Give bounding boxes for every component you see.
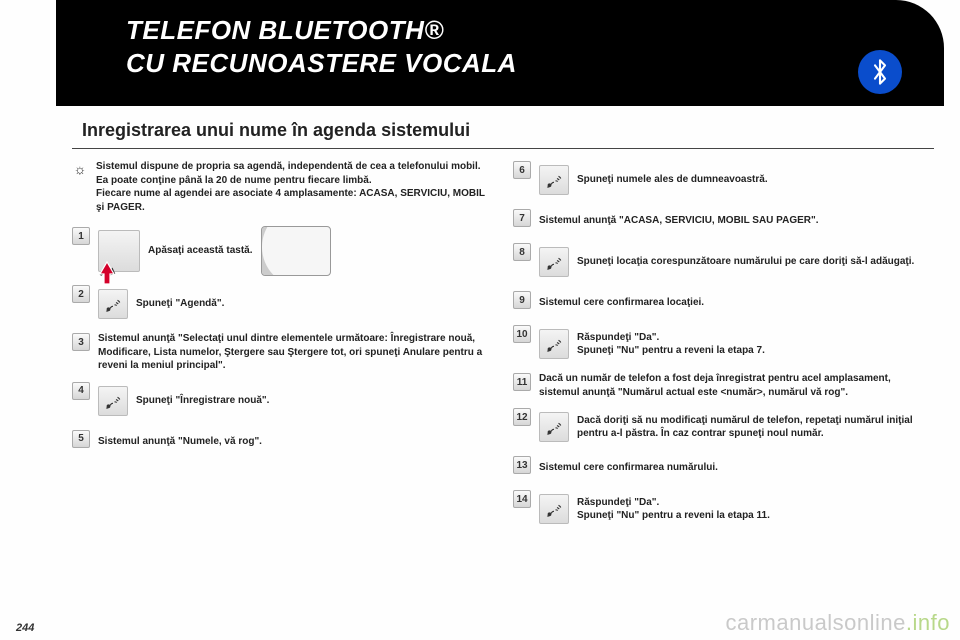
intro-line-3: Fiecare nume al agendei are asociate 4 a… [96,187,493,214]
step-text: Spuneţi numele ales de dumneavoastră. [577,173,768,187]
step-text: Sistemul anunţă "Selectaţi unul dintre e… [98,332,493,373]
step-number: 5 [72,430,90,448]
step-6: 6 Spuneţi numele ales de dumneavoastră. [513,160,934,200]
step-number: 6 [513,161,531,179]
step-body: Dacă un număr de telefon a fost deja înr… [539,372,934,399]
step-number: 2 [72,285,90,303]
step-7: 7 Sistemul anunţă "ACASA, SERVICIU, MOBI… [513,208,934,234]
step-9: 9 Sistemul cere confirmarea locaţiei. [513,290,934,316]
step-body: Apăsaţi această tastă. [98,226,493,276]
intro-block: ☼ Sistemul dispune de propria sa agendă,… [72,160,493,214]
page-number: 244 [16,622,34,634]
step-text: Sistemul anunţă "Numele, vă rog". [98,435,262,449]
step-body: Sistemul anunţă "ACASA, SERVICIU, MOBIL … [539,208,934,234]
step-2: 2 Spuneţi "Agendă". [72,284,493,324]
voice-icon [539,165,569,195]
step-body: Sistemul cere confirmarea locaţiei. [539,290,934,316]
step-body: Spuneţi numele ales de dumneavoastră. [539,160,934,200]
intro-text: Sistemul dispune de propria sa agendă, i… [96,160,493,214]
press-icon-wrap [98,230,140,272]
step-10: 10 Răspundeţi "Da". Spuneţi "Nu" pentru … [513,324,934,364]
step-text: Sistemul cere confirmarea numărului. [539,461,718,475]
step-14: 14 Răspundeţi "Da". Spuneţi "Nu" pentru … [513,489,934,529]
right-column: 6 Spuneţi numele ales de dumneavoastră. … [513,160,934,620]
step-body: Răspundeţi "Da". Spuneţi "Nu" pentru a r… [539,324,934,364]
step-text: Răspundeţi "Da". Spuneţi "Nu" pentru a r… [577,331,765,358]
step-text: Sistemul anunţă "ACASA, SERVICIU, MOBIL … [539,214,819,228]
watermark-a: carmanualsonline [725,610,905,635]
left-column: ☼ Sistemul dispune de propria sa agendă,… [72,160,493,620]
step-text: Spuneţi locaţia corespunzătoare numărulu… [577,255,914,269]
voice-icon [98,386,128,416]
lightbulb-icon: ☼ [72,160,88,214]
content-area: ☼ Sistemul dispune de propria sa agendă,… [72,160,934,620]
step-number: 11 [513,373,531,391]
step-body: Sistemul anunţă "Numele, vă rog". [98,429,493,455]
title-line-2: CU RECUNOASTERE VOCALA [126,48,517,78]
voice-icon [539,494,569,524]
voice-icon [98,289,128,319]
step-5: 5 Sistemul anunţă "Numele, vă rog". [72,429,493,455]
title-line-1: TELEFON BLUETOOTH® [126,15,444,45]
step-number: 3 [72,333,90,351]
page-header: TELEFON BLUETOOTH® CU RECUNOASTERE VOCAL… [56,0,944,106]
step-text: Sistemul cere confirmarea locaţiei. [539,296,704,310]
step-13: 13 Sistemul cere confirmarea numărului. [513,455,934,481]
step-number: 12 [513,408,531,426]
step-3: 3 Sistemul anunţă "Selectaţi unul dintre… [72,332,493,373]
bluetooth-icon [858,50,902,94]
voice-icon [539,247,569,277]
step-8: 8 Spuneţi locaţia corespunzătoare număru… [513,242,934,282]
section-title: Inregistrarea unui nume în agenda sistem… [82,120,470,141]
watermark-b: .info [906,610,950,635]
manual-page: TELEFON BLUETOOTH® CU RECUNOASTERE VOCAL… [0,0,960,640]
intro-line-1: Sistemul dispune de propria sa agendă, i… [96,160,493,174]
step-body: Spuneţi locaţia corespunzătoare numărulu… [539,242,934,282]
step-number: 8 [513,243,531,261]
step-number: 1 [72,227,90,245]
intro-line-2: Ea poate conţine până la 20 de nume pent… [96,174,493,188]
step-4: 4 Spuneţi "Înregistrare nouă". [72,381,493,421]
step-body: Dacă doriţi să nu modificaţi numărul de … [539,407,934,447]
step-number: 4 [72,382,90,400]
step-number: 7 [513,209,531,227]
step-text: Dacă doriţi să nu modificaţi numărul de … [577,414,934,441]
step-text: Spuneţi "Agendă". [136,297,224,311]
page-title: TELEFON BLUETOOTH® CU RECUNOASTERE VOCAL… [126,14,944,79]
step-text: Răspundeţi "Da". Spuneţi "Nu" pentru a r… [577,496,770,523]
step-number: 10 [513,325,531,343]
watermark: carmanualsonline.info [725,610,950,636]
step-text: Spuneţi "Înregistrare nouă". [136,394,269,408]
step-body: Spuneţi "Agendă". [98,284,493,324]
voice-icon [539,329,569,359]
step-number: 9 [513,291,531,309]
stalk-diagram [261,226,331,276]
step-body: Sistemul cere confirmarea numărului. [539,455,934,481]
step-number: 14 [513,490,531,508]
step-body: Sistemul anunţă "Selectaţi unul dintre e… [98,332,493,373]
divider [72,148,934,149]
step-body: Răspundeţi "Da". Spuneţi "Nu" pentru a r… [539,489,934,529]
step-1: 1 Apăsaţi această tastă. [72,226,493,276]
voice-icon [539,412,569,442]
step-number: 13 [513,456,531,474]
step-text: Dacă un număr de telefon a fost deja înr… [539,372,934,399]
step-text: Apăsaţi această tastă. [148,244,253,258]
step-12: 12 Dacă doriţi să nu modificaţi numărul … [513,407,934,447]
step-body: Spuneţi "Înregistrare nouă". [98,381,493,421]
step-11: 11 Dacă un număr de telefon a fost deja … [513,372,934,399]
